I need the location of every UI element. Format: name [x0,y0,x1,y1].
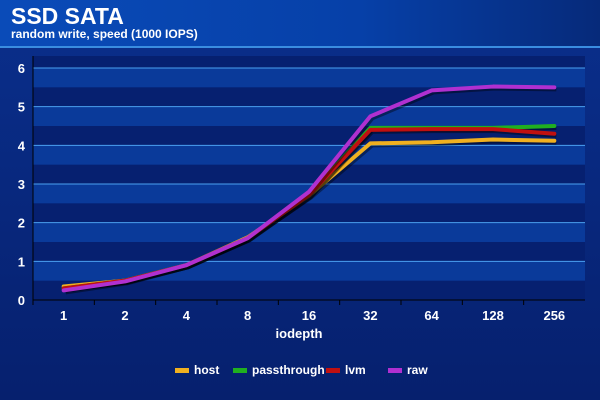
chart-header: SSD SATA random write, speed (1000 IOPS) [0,0,600,48]
y-tick-label: 4 [18,138,26,153]
grid-band [33,261,585,281]
chart-subtitle: random write, speed (1000 IOPS) [11,27,198,41]
x-tick-label: 2 [121,308,128,323]
legend-swatch-passthrough [233,368,247,373]
grid-band [33,68,585,88]
y-tick-label: 3 [18,177,25,192]
x-tick-label: 8 [244,308,251,323]
grid-band [33,145,585,165]
legend-swatch-raw [388,368,402,373]
plot-area [33,56,585,300]
x-tick-label: 256 [543,308,565,323]
x-tick-label: 4 [183,308,191,323]
legend-label-host: host [194,363,219,377]
legend-label-lvm: lvm [345,363,366,377]
x-axis-label: iodepth [276,326,323,341]
x-tick-label: 16 [302,308,316,323]
legend-swatch-host [175,368,189,373]
y-tick-label: 2 [18,216,25,231]
chart-title: SSD SATA [11,3,124,29]
grid-band [33,106,585,126]
legend-label-passthrough: passthrough [252,363,325,377]
x-tick-label: 32 [363,308,377,323]
y-tick-label: 1 [18,254,25,269]
y-tick-label: 0 [18,293,25,308]
legend-label-raw: raw [407,363,428,377]
x-tick-label: 1 [60,308,67,323]
y-tick-label: 6 [18,61,25,76]
x-tick-label: 128 [482,308,504,323]
y-tick-label: 5 [18,100,25,115]
grid-band [33,222,585,242]
x-tick-label: 64 [424,308,439,323]
legend-swatch-lvm [326,368,340,373]
series-shadow-raw [65,86,557,295]
